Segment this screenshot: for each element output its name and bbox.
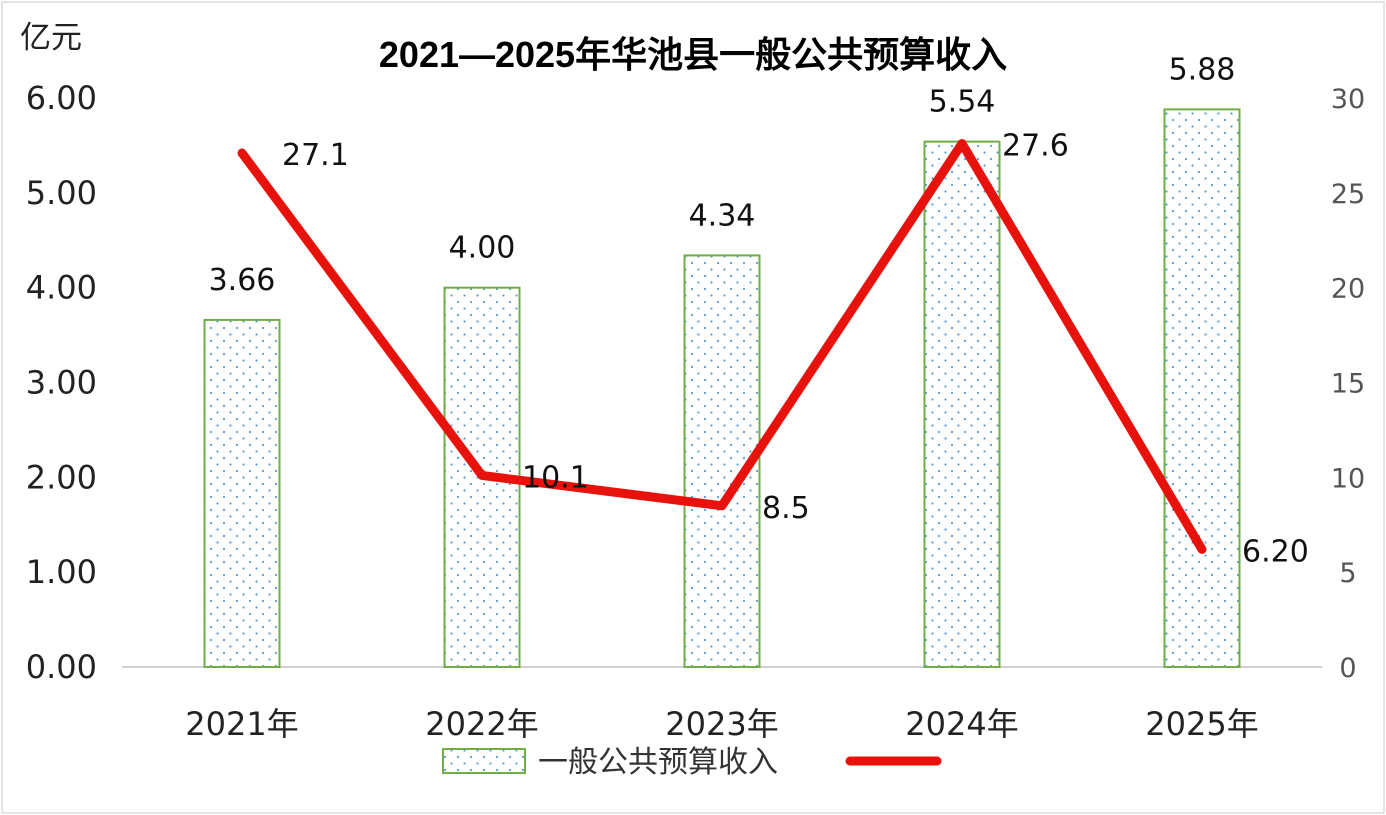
y-axis-unit-label: 亿元 xyxy=(20,20,82,56)
bar-value-label: 4.00 xyxy=(449,231,516,266)
left-axis-tick-label: 2.00 xyxy=(26,458,97,496)
bar-value-label: 5.54 xyxy=(929,85,996,120)
chart-title: 2021—2025年华池县一般公共预算收入 xyxy=(379,34,1007,75)
line-value-label: 27.1 xyxy=(282,138,349,173)
category-label: 2025年 xyxy=(1145,705,1258,743)
line-series-path xyxy=(237,139,1207,554)
right-axis-tick-label: 0 xyxy=(1339,653,1356,684)
right-axis-tick-label: 5 xyxy=(1339,558,1356,589)
bar xyxy=(1163,108,1241,668)
left-axis-tick-label: 3.00 xyxy=(26,364,97,402)
left-axis-tick-label: 0.00 xyxy=(26,648,97,686)
legend-bar-label: 一般公共预算收入 xyxy=(538,745,778,780)
line-data-labels: 27.1 10.1 8.5 27.6 6.20 xyxy=(282,129,1309,570)
right-axis-tick-label: 25 xyxy=(1331,179,1365,210)
category-label: 2024年 xyxy=(905,705,1018,743)
left-axis-tick-label: 5.00 xyxy=(26,174,97,212)
line-series xyxy=(237,139,1207,554)
left-axis-tick-label: 4.00 xyxy=(26,269,97,307)
line-value-label: 6.20 xyxy=(1242,534,1309,569)
bar-value-label: 3.66 xyxy=(209,263,276,298)
legend: 一般公共预算收入 xyxy=(442,745,942,780)
line-value-label: 10.1 xyxy=(522,460,589,495)
category-label: 2023年 xyxy=(665,705,778,743)
line-value-label: 27.6 xyxy=(1002,129,1069,164)
right-axis-tick-label: 20 xyxy=(1331,274,1365,305)
right-axis-ticks: 0 5 10 15 20 25 30 xyxy=(1331,84,1365,684)
bar xyxy=(923,140,1001,668)
bar-value-label: 5.88 xyxy=(1169,52,1236,87)
legend-bar-swatch xyxy=(442,748,526,774)
category-label: 2021年 xyxy=(185,705,298,743)
category-label: 2022年 xyxy=(425,705,538,743)
left-axis-tick-label: 6.00 xyxy=(26,79,97,117)
bar xyxy=(203,318,281,668)
left-axis-tick-label: 1.00 xyxy=(26,553,97,591)
right-axis-tick-label: 15 xyxy=(1331,369,1365,400)
right-axis-tick-label: 10 xyxy=(1331,463,1365,494)
category-labels: 2021年 2022年 2023年 2024年 2025年 xyxy=(185,705,1258,743)
line-value-label: 8.5 xyxy=(762,491,810,526)
left-axis-ticks: 0.00 1.00 2.00 3.00 4.00 5.00 6.00 xyxy=(26,79,97,686)
bar-value-label: 4.34 xyxy=(689,198,756,233)
bar-data-labels: 3.66 4.00 4.34 5.54 5.88 xyxy=(209,52,1236,298)
right-axis-tick-label: 30 xyxy=(1331,84,1365,115)
